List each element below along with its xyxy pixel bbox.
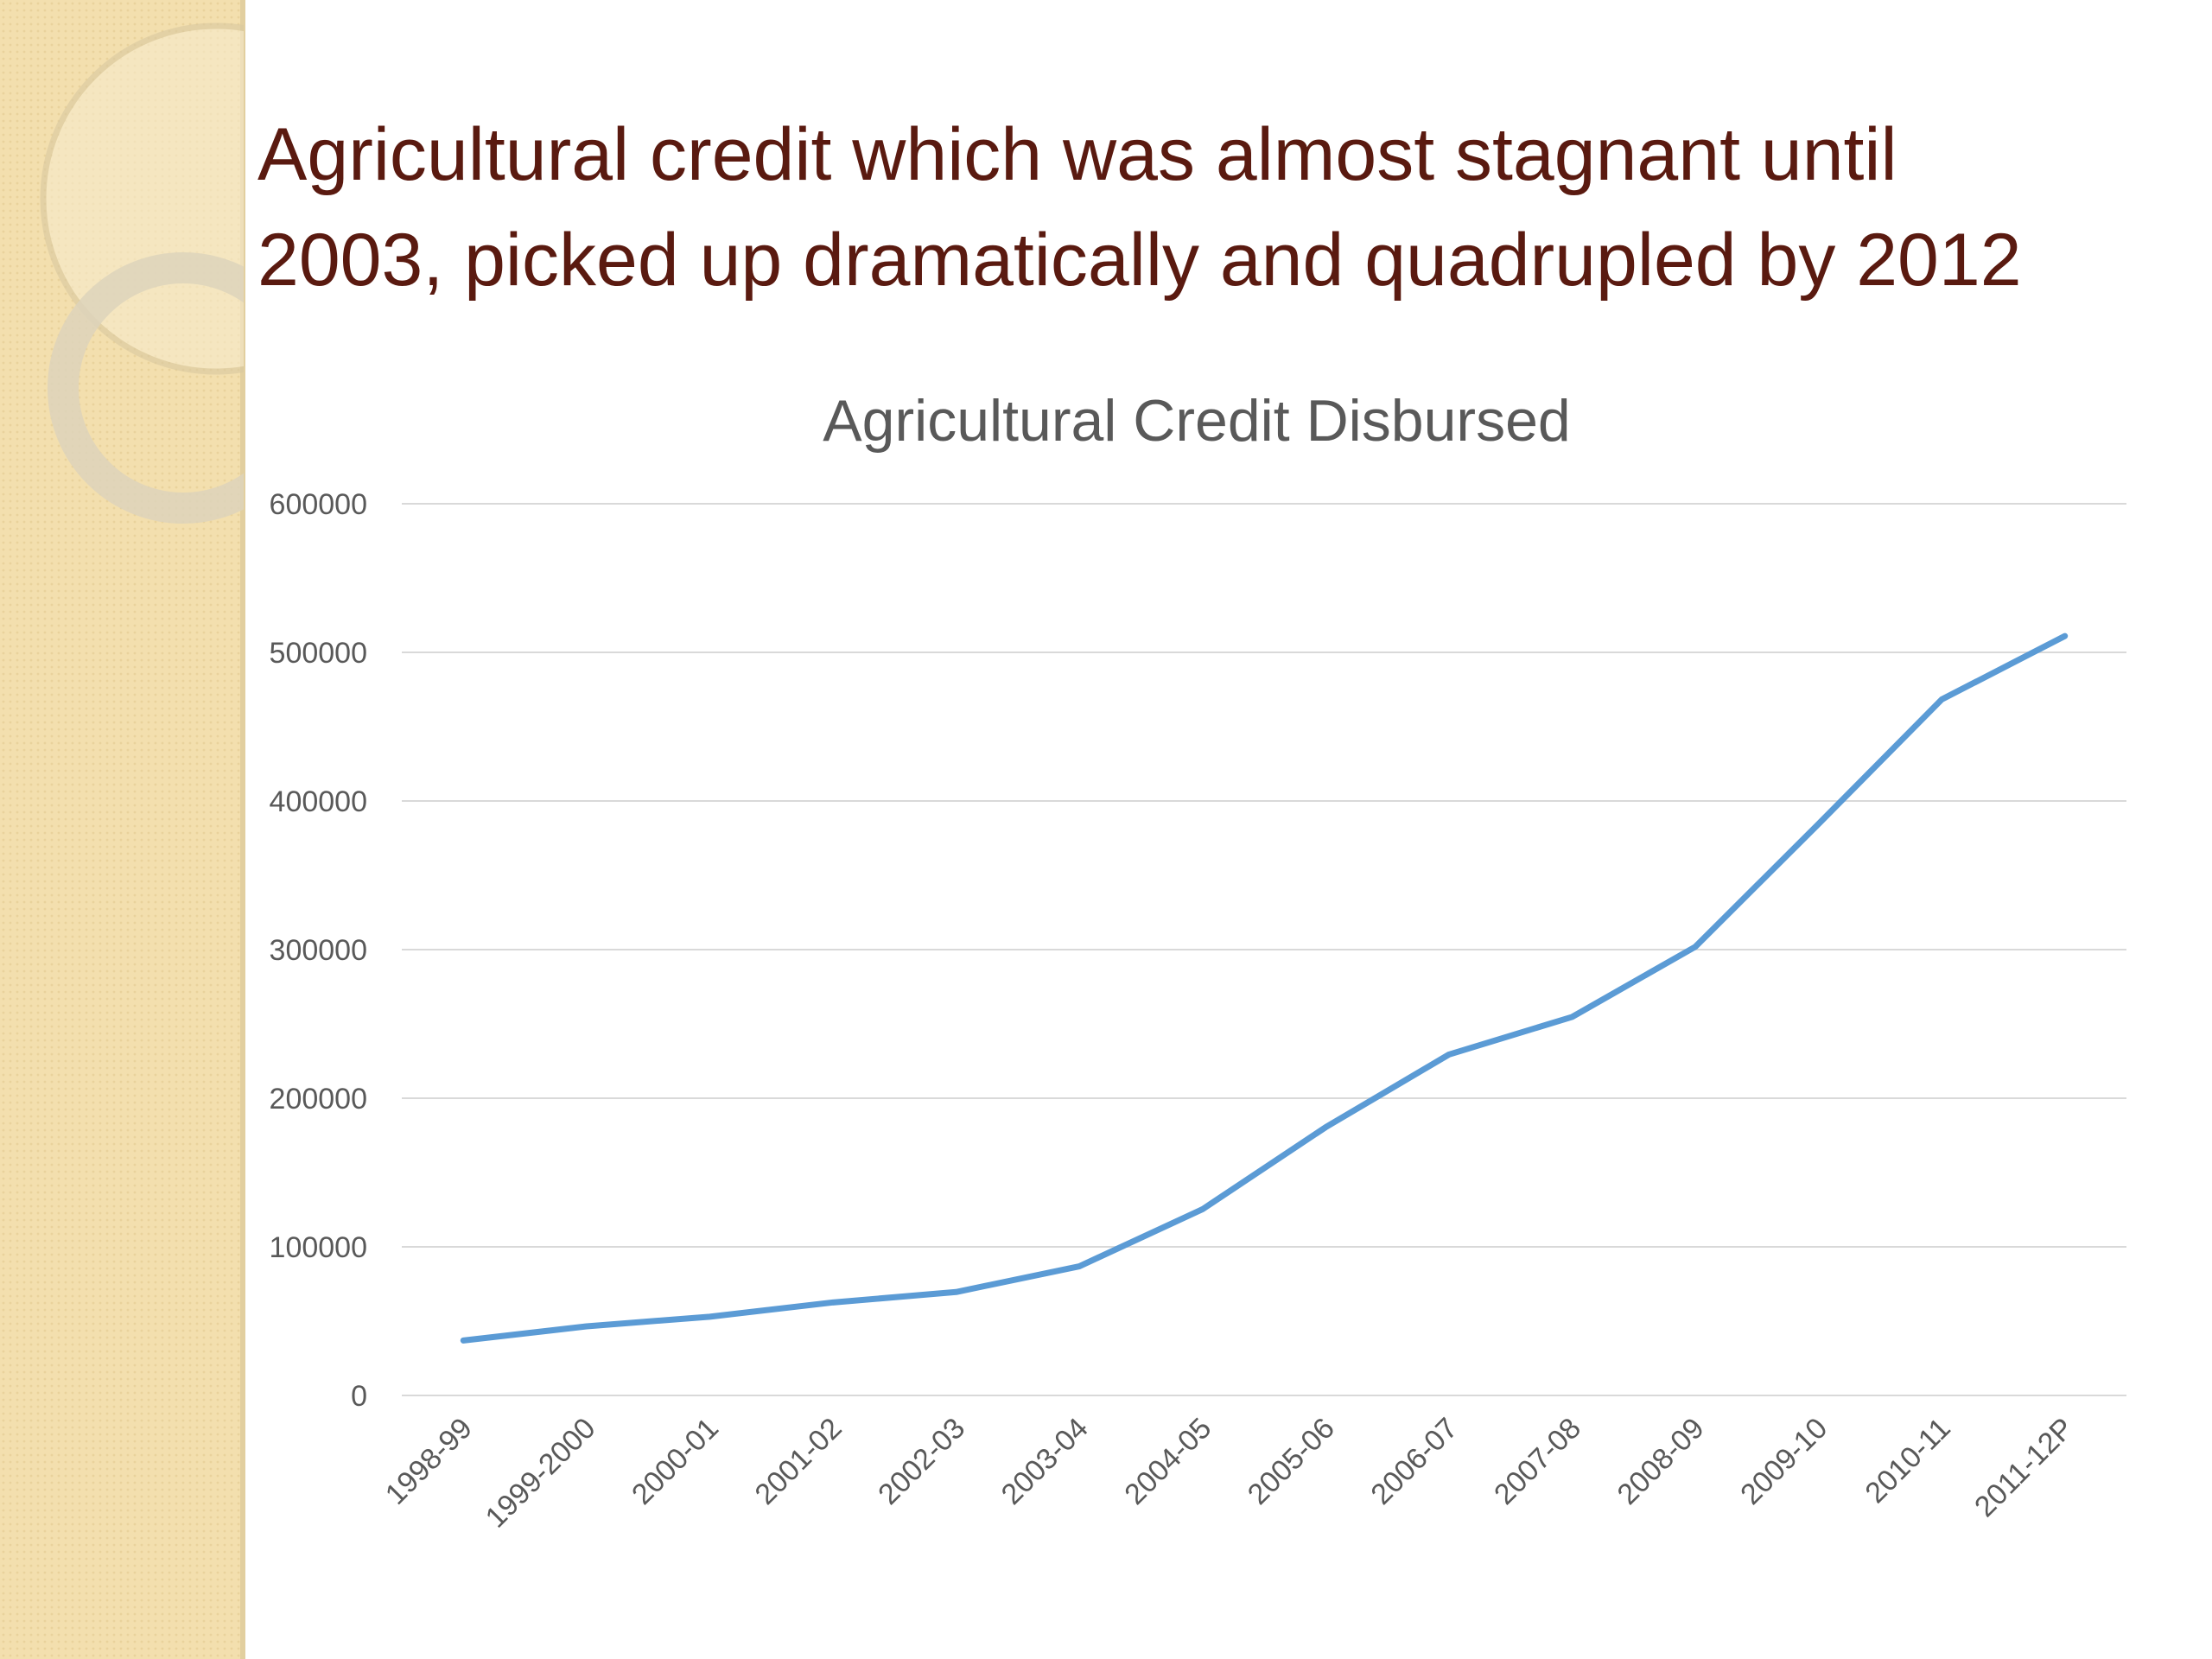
chart-title: Agricultural Credit Disbursed	[823, 388, 1570, 454]
slide-title: 2003, picked up dramatically and quadrup…	[257, 219, 2022, 302]
decoration	[0, 0, 245, 1659]
slide-title: Agricultural credit which was almost sta…	[257, 113, 1897, 196]
ring-large	[40, 22, 244, 375]
x-tick-label: 2009-10	[1734, 1412, 1834, 1511]
y-tick-label: 500000	[270, 637, 367, 670]
x-tick-label: 2006-07	[1364, 1412, 1464, 1511]
x-tick-label: 2007-08	[1488, 1412, 1587, 1511]
x-tick-label: 2003-04	[995, 1412, 1095, 1511]
x-tick-label: 2004-05	[1118, 1412, 1217, 1511]
y-tick-label: 0	[351, 1380, 367, 1413]
x-tick-label: 2011-12P	[1968, 1412, 2080, 1523]
x-tick-label: 2010-11	[1859, 1412, 1956, 1510]
y-tick-label: 200000	[270, 1083, 367, 1116]
x-tick-label: 1998-99	[379, 1412, 479, 1511]
x-tick-label: 1999-2000	[480, 1412, 602, 1535]
x-tick-label: 2005-06	[1242, 1412, 1341, 1511]
y-tick-label: 100000	[270, 1231, 367, 1264]
data-line	[460, 632, 2069, 1344]
y-tick-label: 600000	[270, 488, 367, 521]
x-tick-label: 2002-03	[872, 1412, 971, 1511]
x-tick-label: 2000-01	[626, 1412, 725, 1511]
ring-small	[48, 252, 244, 524]
x-tick-label: 2001-02	[749, 1412, 849, 1511]
y-tick-label: 400000	[270, 785, 367, 818]
strip-edge	[240, 0, 245, 1659]
x-tick-label: 2008-09	[1611, 1412, 1711, 1511]
y-tick-label: 300000	[270, 934, 367, 967]
